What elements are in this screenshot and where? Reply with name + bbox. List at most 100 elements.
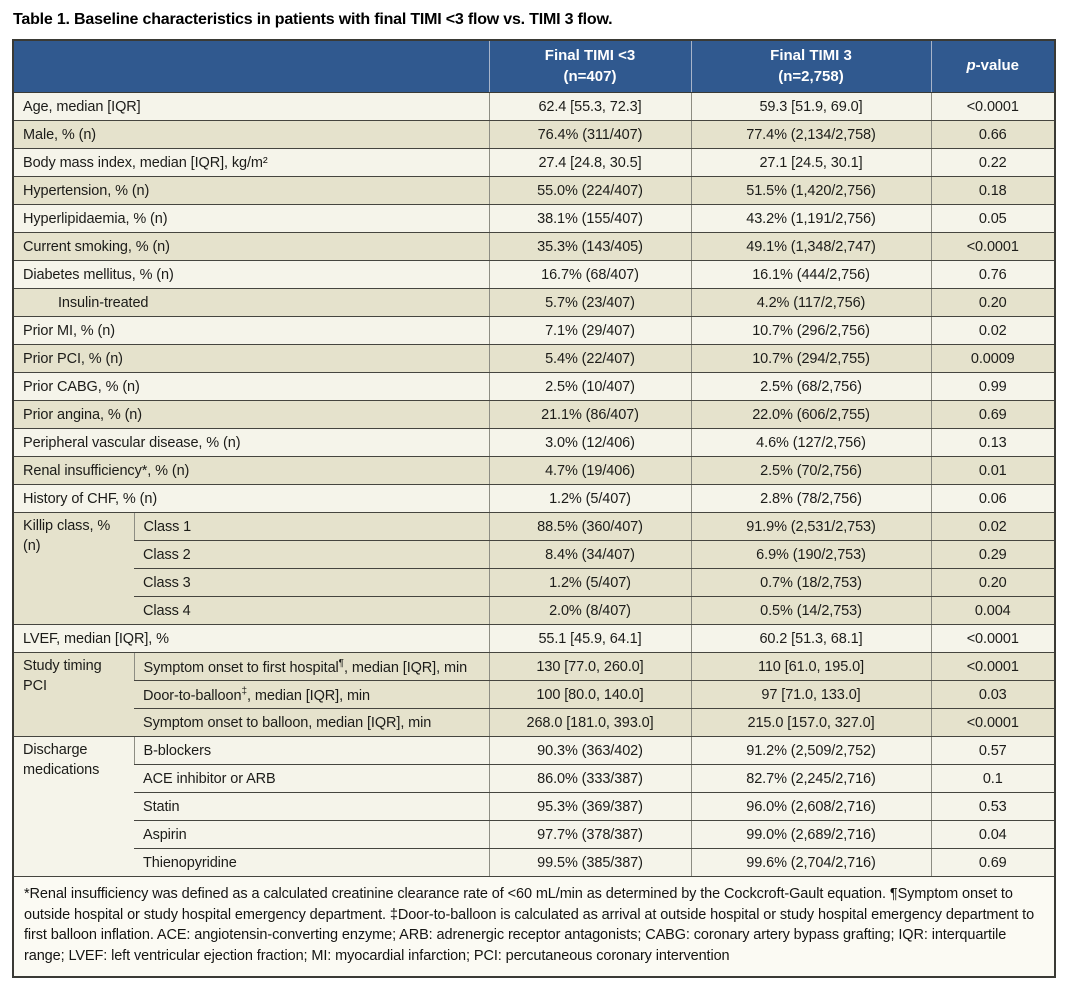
cell-final-timi-lt3: 76.4% (311/407) <box>488 120 691 149</box>
cell-final-timi-3: 91.2% (2,509/2,752) <box>690 736 931 765</box>
row-label: Door-to-balloon‡, median [IQR], min <box>134 680 489 709</box>
cell-p-value: 0.01 <box>930 456 1055 485</box>
row-label: Body mass index, median [IQR], kg/m² <box>13 148 489 177</box>
table-row: Age, median [IQR] 62.4 [55.3, 72.3] 59.3 [… <box>13 92 1055 121</box>
cell-final-timi-3: 43.2% (1,191/2,756) <box>690 204 931 233</box>
table-row: Hyperlipidaemia, % (n) 38.1% (155/407) 43.… <box>13 204 1055 233</box>
cell-final-timi-3: 60.2 [51.3, 68.1] <box>690 624 931 653</box>
row-label: ACE inhibitor or ARB <box>134 764 489 793</box>
cell-p-value: 0.22 <box>930 148 1055 177</box>
cell-final-timi-3: 6.9% (190/2,753) <box>690 540 931 569</box>
row-label: Age, median [IQR] <box>13 92 489 121</box>
row-group-label: Killip class, % (n) <box>13 512 134 625</box>
row-group-label: Study timing PCI <box>13 652 134 737</box>
cell-final-timi-lt3: 130 [77.0, 260.0] <box>488 652 691 681</box>
cell-p-value: 0.02 <box>930 512 1055 541</box>
table-row: Prior PCI, % (n) 5.4% (22/407) 10.7% (294/… <box>13 344 1055 373</box>
table-row: Class 2 8.4% (34/407) 6.9% (190/2,753) 0.29 <box>13 540 1055 569</box>
row-label: Statin <box>134 792 489 821</box>
table-row: Prior MI, % (n) 7.1% (29/407) 10.7% (296/2… <box>13 316 1055 345</box>
row-label: History of CHF, % (n) <box>13 484 489 513</box>
row-label: Male, % (n) <box>13 120 489 149</box>
cell-p-value: 0.04 <box>930 820 1055 849</box>
cell-p-value: 0.69 <box>930 848 1055 877</box>
cell-p-value: <0.0001 <box>930 232 1055 261</box>
table-row: Study timing PCI Symptom onset to first h… <box>13 652 1055 737</box>
table-row: Diabetes mellitus, % (n) 16.7% (68/407) 16… <box>13 260 1055 289</box>
cell-p-value: 0.18 <box>930 176 1055 205</box>
table-body: Age, median [IQR] 62.4 [55.3, 72.3] 59.3 [… <box>13 92 1055 877</box>
cell-p-value: 0.53 <box>930 792 1055 821</box>
cell-final-timi-3: 2.5% (70/2,756) <box>690 456 931 485</box>
cell-final-timi-lt3: 35.3% (143/405) <box>488 232 691 261</box>
table-row: Aspirin 97.7% (378/387) 99.0% (2,689/2,716… <box>13 820 1055 849</box>
cell-final-timi-3: 77.4% (2,134/2,758) <box>690 120 931 149</box>
table-row: Renal insufficiency*, % (n) 4.7% (19/406)… <box>13 456 1055 485</box>
header-p-rest: -value <box>975 57 1020 75</box>
cell-final-timi-lt3: 55.1 [45.9, 64.1] <box>488 624 691 653</box>
row-label: Hypertension, % (n) <box>13 176 489 205</box>
cell-final-timi-3: 0.5% (14/2,753) <box>690 596 931 625</box>
table-row: LVEF, median [IQR], % 55.1 [45.9, 64.1] 60… <box>13 624 1055 653</box>
table-row: Discharge medications B-blockers 90.3% (36… <box>13 736 1055 877</box>
cell-p-value: <0.0001 <box>930 624 1055 653</box>
table-row: Male, % (n) 76.4% (311/407) 77.4% (2,134/2… <box>13 120 1055 149</box>
row-label: LVEF, median [IQR], % <box>13 624 489 653</box>
row-label: Prior MI, % (n) <box>13 316 489 345</box>
row-label: Class 4 <box>134 596 489 625</box>
cell-final-timi-3: 22.0% (606/2,755) <box>690 400 931 429</box>
cell-p-value: 0.03 <box>930 680 1055 709</box>
cell-final-timi-lt3: 268.0 [181.0, 393.0] <box>488 708 691 737</box>
cell-final-timi-3: 27.1 [24.5, 30.1] <box>690 148 931 177</box>
cell-final-timi-3: 10.7% (294/2,755) <box>690 344 931 373</box>
row-label: Insulin-treated <box>13 288 489 317</box>
cell-final-timi-3: 4.2% (117/2,756) <box>690 288 931 317</box>
cell-final-timi-3: 215.0 [157.0, 327.0] <box>690 708 931 737</box>
header-final-timi-3-line1: Final TIMI 3 <box>770 47 852 65</box>
table-row: Insulin-treated 5.7% (23/407) 4.2% (117/2,… <box>13 288 1055 317</box>
table-row: ACE inhibitor or ARB 86.0% (333/387) 82.7%… <box>13 764 1055 793</box>
table-row: History of CHF, % (n) 1.2% (5/407) 2.8% (7… <box>13 484 1055 513</box>
header-final-timi-3-line2: (n=2,758) <box>778 67 844 85</box>
cell-final-timi-3: 51.5% (1,420/2,756) <box>690 176 931 205</box>
cell-final-timi-lt3: 62.4 [55.3, 72.3] <box>488 92 691 121</box>
cell-p-value: 0.02 <box>930 316 1055 345</box>
table-row: Killip class, % (n) Class 1 88.5% (360/407… <box>13 512 1055 625</box>
row-label: Renal insufficiency*, % (n) <box>13 456 489 485</box>
baseline-characteristics-table: Final TIMI <3 (n=407) Final TIMI 3 (n=2,… <box>12 39 1056 978</box>
cell-final-timi-3: 96.0% (2,608/2,716) <box>690 792 931 821</box>
cell-final-timi-lt3: 90.3% (363/402) <box>488 736 691 765</box>
row-label: Class 1 <box>133 512 489 541</box>
table-title: Table 1. Baseline characteristics in pat… <box>13 11 613 28</box>
row-label: Prior angina, % (n) <box>13 400 489 429</box>
cell-p-value: 0.76 <box>930 260 1055 289</box>
footnote-row: *Renal insufficiency was defined as a ca… <box>13 875 1055 978</box>
row-label: Thienopyridine <box>134 848 489 877</box>
row-label: Prior CABG, % (n) <box>13 372 489 401</box>
row-label: Class 3 <box>134 568 489 597</box>
cell-final-timi-lt3: 3.0% (12/406) <box>488 428 691 457</box>
cell-final-timi-lt3: 99.5% (385/387) <box>488 848 691 877</box>
cell-final-timi-lt3: 38.1% (155/407) <box>488 204 691 233</box>
table-row: Thienopyridine 99.5% (385/387) 99.6% (2,70… <box>13 848 1055 877</box>
cell-final-timi-3: 10.7% (296/2,756) <box>690 316 931 345</box>
cell-p-value: 0.0009 <box>930 344 1055 373</box>
header-row: Final TIMI <3 (n=407) Final TIMI 3 (n=2,… <box>13 40 1055 93</box>
row-label: Diabetes mellitus, % (n) <box>13 260 489 289</box>
table-header: Final TIMI <3 (n=407) Final TIMI 3 (n=2,… <box>13 40 1055 93</box>
cell-final-timi-lt3: 55.0% (224/407) <box>488 176 691 205</box>
cell-p-value: 0.69 <box>930 400 1055 429</box>
table-row: Class 3 1.2% (5/407) 0.7% (18/2,753) 0.20 <box>13 568 1055 597</box>
cell-final-timi-lt3: 100 [80.0, 140.0] <box>488 680 691 709</box>
cell-p-value: 0.99 <box>930 372 1055 401</box>
cell-final-timi-3: 110 [61.0, 195.0] <box>690 652 931 681</box>
row-label: Class 2 <box>134 540 489 569</box>
cell-final-timi-lt3: 21.1% (86/407) <box>488 400 691 429</box>
header-final-timi-lt3-line2: (n=407) <box>563 67 617 85</box>
cell-final-timi-lt3: 95.3% (369/387) <box>488 792 691 821</box>
cell-final-timi-3: 49.1% (1,348/2,747) <box>690 232 931 261</box>
row-label: Symptom onset to balloon, median [IQR], … <box>134 708 489 737</box>
row-label: Symptom onset to first hospital¶, median… <box>133 652 489 681</box>
cell-p-value: 0.1 <box>930 764 1055 793</box>
row-label: Peripheral vascular disease, % (n) <box>13 428 489 457</box>
